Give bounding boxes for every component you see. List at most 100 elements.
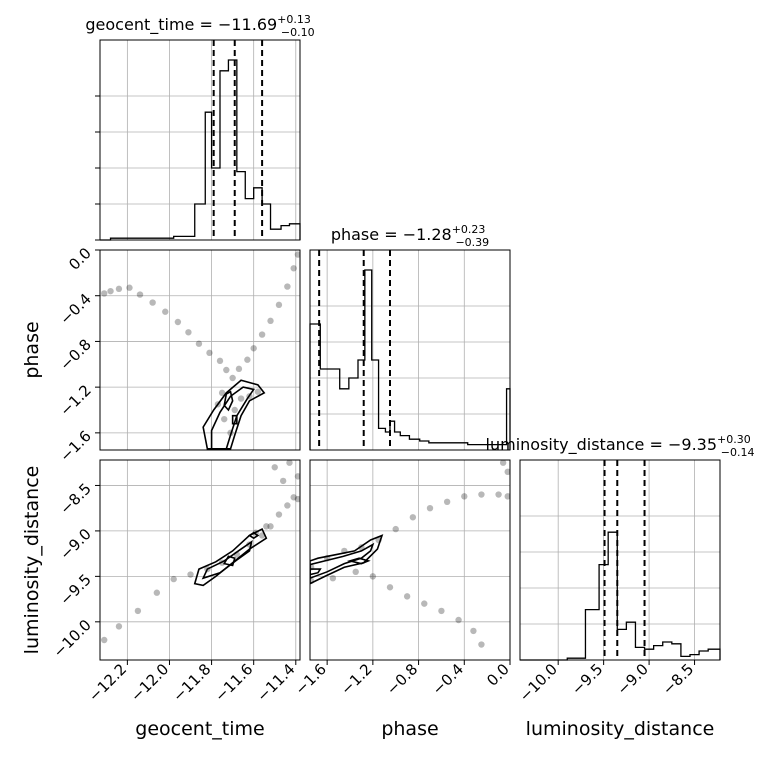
sample-point <box>352 568 359 576</box>
tick-label-phase: 0.0 <box>65 244 95 274</box>
sample-point <box>329 574 337 582</box>
tick-label-luminosity_distance: −10.0 <box>50 616 95 661</box>
scatter-panel-phase-luminosity_distance <box>310 460 510 648</box>
panel-title-phase: phase = −1.28+0.23 −0.39 <box>331 223 489 249</box>
sample-point <box>461 493 468 500</box>
sample-point <box>115 285 123 293</box>
tick-label-phase: −0.8 <box>56 336 94 374</box>
density-contour <box>210 386 256 450</box>
sample-point <box>101 290 108 297</box>
sample-point <box>149 299 156 306</box>
sample-point <box>386 584 394 591</box>
density-contour <box>248 531 260 540</box>
sample-point <box>421 600 428 607</box>
y-axis-label-phase: phase <box>21 321 43 378</box>
tick-label-luminosity_distance: −9.0 <box>613 660 651 698</box>
sample-point <box>267 523 274 530</box>
histogram-geocent_time <box>100 59 301 241</box>
tick-label-geocent_time: −11.6 <box>211 660 256 705</box>
density-contour <box>310 534 384 585</box>
sample-point <box>153 589 161 596</box>
sample-point <box>115 623 123 630</box>
tick-label-phase: −1.6 <box>291 660 329 698</box>
sample-point <box>294 495 300 503</box>
sample-point <box>504 493 510 500</box>
sample-point <box>409 514 417 521</box>
scatter-panel-geocent_time-luminosity_distance <box>101 460 300 644</box>
sample-point <box>478 491 485 498</box>
sample-point <box>426 504 434 512</box>
histogram-luminosity_distance <box>520 531 721 661</box>
y-axis-label-luminosity_distance: luminosity_distance <box>21 466 43 655</box>
sample-point <box>495 491 502 498</box>
sample-point <box>271 464 278 471</box>
tick-label-geocent_time: −12.0 <box>127 660 172 705</box>
panel-frame-geocent_time <box>99 39 301 241</box>
panel-frame-geocent_time-luminosity_distance <box>99 459 301 661</box>
tick-label-luminosity_distance: −10.0 <box>516 660 561 705</box>
sample-point <box>244 356 251 363</box>
sample-point <box>231 406 238 414</box>
panel-title-geocent_time: geocent_time = −11.69+0.13 −0.10 <box>85 13 314 39</box>
density-contour <box>310 568 322 576</box>
sample-point <box>294 473 300 480</box>
tick-label-phase: −1.6 <box>56 427 94 465</box>
sample-point <box>206 349 213 357</box>
density-contour <box>223 390 234 412</box>
tick-label-luminosity_distance: −9.5 <box>56 570 94 608</box>
scatter-panel-geocent_time-phase <box>101 251 300 450</box>
panel-frame-geocent_time-phase <box>99 249 301 451</box>
panel-title-luminosity_distance: luminosity_distance = −9.35+0.30 −0.14 <box>486 433 755 459</box>
sample-point <box>223 366 230 374</box>
density-contour <box>202 379 266 450</box>
density-contour <box>222 555 236 567</box>
tick-label-luminosity_distance: −9.0 <box>56 525 94 563</box>
sample-point <box>369 573 377 580</box>
sample-point <box>101 636 108 644</box>
sample-point <box>134 607 142 615</box>
sample-point <box>174 318 182 326</box>
sample-point <box>267 317 274 325</box>
x-axis-label-phase: phase <box>381 718 438 740</box>
sample-point <box>216 357 224 365</box>
sample-point <box>107 287 114 295</box>
sample-point <box>438 607 445 615</box>
tick-label-phase: −1.2 <box>56 381 94 419</box>
tick-label-phase: −1.2 <box>337 660 375 698</box>
density-contour <box>231 414 238 425</box>
sample-point <box>263 523 270 530</box>
histogram-phase <box>309 269 511 450</box>
density-contour <box>310 542 375 580</box>
sample-point <box>499 460 507 466</box>
panel-frame-phase-luminosity_distance <box>309 459 511 661</box>
sample-point <box>126 284 133 291</box>
tick-label-phase: −0.8 <box>383 660 421 698</box>
sample-point <box>284 502 291 509</box>
panel-frame-phase <box>309 249 511 451</box>
sample-point <box>403 593 411 600</box>
tick-label-geocent_time: −11.8 <box>169 660 214 705</box>
sample-point <box>443 498 451 506</box>
sample-point <box>170 575 177 583</box>
sample-point <box>237 395 245 402</box>
sample-point <box>290 265 297 272</box>
sample-point <box>250 345 257 352</box>
sample-point <box>470 627 477 635</box>
tick-label-phase: −0.4 <box>429 660 467 698</box>
sample-point <box>294 251 300 258</box>
sample-point <box>275 301 283 309</box>
sample-point <box>455 616 462 624</box>
sample-point <box>136 291 144 298</box>
tick-label-luminosity_distance: −8.5 <box>56 480 94 518</box>
sample-point <box>187 571 194 578</box>
sample-point <box>275 511 283 518</box>
sample-point <box>478 641 485 648</box>
sample-point <box>229 374 236 382</box>
density-contour <box>193 528 268 587</box>
x-axis-label-geocent_time: geocent_time <box>135 718 264 740</box>
sample-point <box>162 308 169 315</box>
tick-label-luminosity_distance: −8.5 <box>659 660 697 698</box>
sample-point <box>258 331 266 338</box>
sample-point <box>218 389 226 397</box>
